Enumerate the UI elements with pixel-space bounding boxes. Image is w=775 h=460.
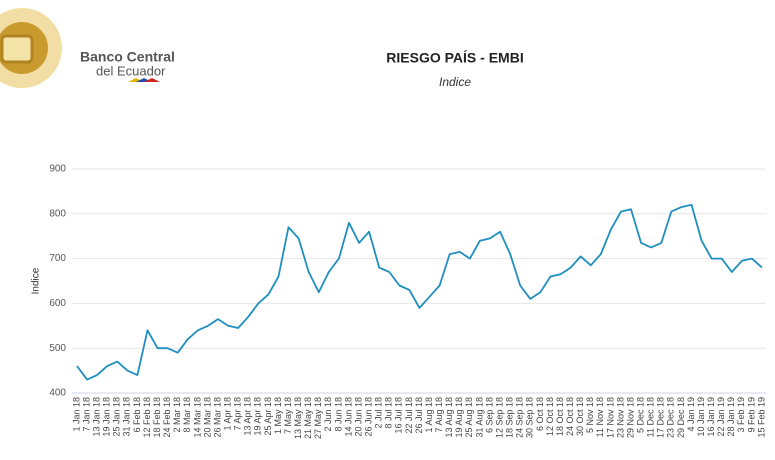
x-tick-label: 6 Sep 18 xyxy=(484,397,494,433)
x-tick-label: 23 Dec 18 xyxy=(666,397,676,438)
x-tick-label: 8 Mar 18 xyxy=(182,397,192,433)
x-tick-label: 19 Apr 18 xyxy=(253,397,263,436)
x-tick-label: 6 Oct 18 xyxy=(535,397,545,431)
x-tick-label: 10 Jan 19 xyxy=(696,397,706,437)
bank-name: del Ecuador xyxy=(96,63,166,78)
x-tick-label: 20 Jun 18 xyxy=(353,397,363,437)
x-tick-label: 25 Apr 18 xyxy=(263,397,273,436)
y-tick-label: 500 xyxy=(49,343,66,354)
x-tick-label: 1 Jan 18 xyxy=(71,397,81,432)
y-tick-label: 900 xyxy=(49,164,66,175)
y-axis-label: Indice xyxy=(31,267,42,294)
x-tick-label: 25 Jan 18 xyxy=(112,397,122,437)
x-tick-label: 29 Nov 18 xyxy=(625,397,635,438)
x-tick-label: 31 Jan 18 xyxy=(122,397,132,437)
y-tick-label: 800 xyxy=(49,208,66,219)
x-tick-label: 9 Feb 19 xyxy=(746,397,756,433)
x-tick-label: 1 May 18 xyxy=(273,397,283,434)
x-tick-label: 3 Feb 19 xyxy=(736,397,746,433)
x-tick-label: 24 Oct 18 xyxy=(565,397,575,436)
x-tick-label: 17 Dec 18 xyxy=(656,397,666,438)
x-tick-label: 12 Feb 18 xyxy=(142,397,152,438)
logo xyxy=(0,8,160,88)
x-tick-label: 4 Jan 19 xyxy=(686,397,696,432)
x-tick-label: 13 May 18 xyxy=(293,397,303,439)
x-tick-label: 28 Jan 19 xyxy=(726,397,736,437)
x-tick-label: 29 Dec 18 xyxy=(676,397,686,438)
x-tick-label: 26 Jun 18 xyxy=(364,397,374,437)
line-series xyxy=(76,203,763,381)
x-tick-label: 23 Nov 18 xyxy=(615,397,625,438)
x-tick-label: 25 Aug 18 xyxy=(464,397,474,438)
x-tick-label: 2 Jun 18 xyxy=(323,397,333,432)
x-tick-label: 26 Jul 18 xyxy=(414,397,424,434)
x-tick-label: 19 Aug 18 xyxy=(454,397,464,438)
y-tick-label: 600 xyxy=(49,298,66,309)
x-tick-label: 12 Sep 18 xyxy=(494,397,504,438)
x-tick-label: 24 Feb 18 xyxy=(162,397,172,438)
x-tick-label: 1 Apr 18 xyxy=(222,397,232,431)
chart-title: RIESGO PAÍS - EMBI xyxy=(386,50,523,66)
x-tick-label: 13 Aug 18 xyxy=(444,397,454,438)
x-tick-label: 11 Nov 18 xyxy=(595,397,605,437)
x-tick-label: 1 Aug 18 xyxy=(424,397,434,433)
x-tick-label: 18 Oct 18 xyxy=(555,397,565,436)
x-tick-label: 7 Jan 18 xyxy=(81,397,91,432)
x-tick-label: 16 Jan 19 xyxy=(706,397,716,437)
chart-subtitle: Indice xyxy=(439,75,471,89)
x-tick-label: 13 Apr 18 xyxy=(243,397,253,436)
y-tick-label: 700 xyxy=(49,253,66,264)
x-tick-label: 8 Jul 18 xyxy=(384,397,394,429)
x-tick-label: 2 Mar 18 xyxy=(172,397,182,433)
x-tick-label: 18 Feb 18 xyxy=(152,397,162,438)
y-tick-label: 400 xyxy=(49,388,66,399)
x-tick-label: 7 May 18 xyxy=(283,397,293,434)
x-tick-label: 15 Feb 19 xyxy=(756,397,766,438)
bank-name: Banco Central xyxy=(80,49,175,65)
x-tick-label: 8 Jun 18 xyxy=(333,397,343,432)
x-tick-label: 16 Jul 18 xyxy=(394,397,404,434)
x-tick-label: 22 Jan 19 xyxy=(716,397,726,437)
x-tick-label: 14 Jun 18 xyxy=(343,397,353,437)
x-tick-label: 7 Aug 18 xyxy=(434,397,444,433)
x-tick-label: 30 Sep 18 xyxy=(525,397,535,438)
x-tick-label: 14 Mar 18 xyxy=(192,397,202,438)
x-tick-label: 31 Aug 18 xyxy=(474,397,484,438)
x-tick-label: 17 Nov 18 xyxy=(605,397,615,438)
x-tick-label: 5 Nov 18 xyxy=(585,397,595,433)
x-tick-label: 13 Jan 18 xyxy=(92,397,102,437)
x-tick-label: 30 Oct 18 xyxy=(575,397,585,436)
x-tick-label: 12 Oct 18 xyxy=(545,397,555,436)
x-tick-label: 7 Apr 18 xyxy=(233,397,243,431)
x-tick-label: 5 Dec 18 xyxy=(635,397,645,433)
x-tick-label: 20 Mar 18 xyxy=(202,397,212,438)
x-tick-label: 24 Sep 18 xyxy=(515,397,525,438)
x-tick-label: 18 Sep 18 xyxy=(505,397,515,438)
x-tick-label: 11 Dec 18 xyxy=(646,397,656,437)
x-tick-label: 2 Jul 18 xyxy=(374,397,384,429)
x-tick-label: 26 Mar 18 xyxy=(212,397,222,438)
x-tick-label: 21 May 18 xyxy=(303,397,313,439)
x-tick-label: 19 Jan 18 xyxy=(102,397,112,437)
x-tick-label: 22 Jul 18 xyxy=(404,397,414,434)
x-tick-label: 6 Feb 18 xyxy=(132,397,142,433)
x-tick-label: 27 May 18 xyxy=(313,397,323,439)
